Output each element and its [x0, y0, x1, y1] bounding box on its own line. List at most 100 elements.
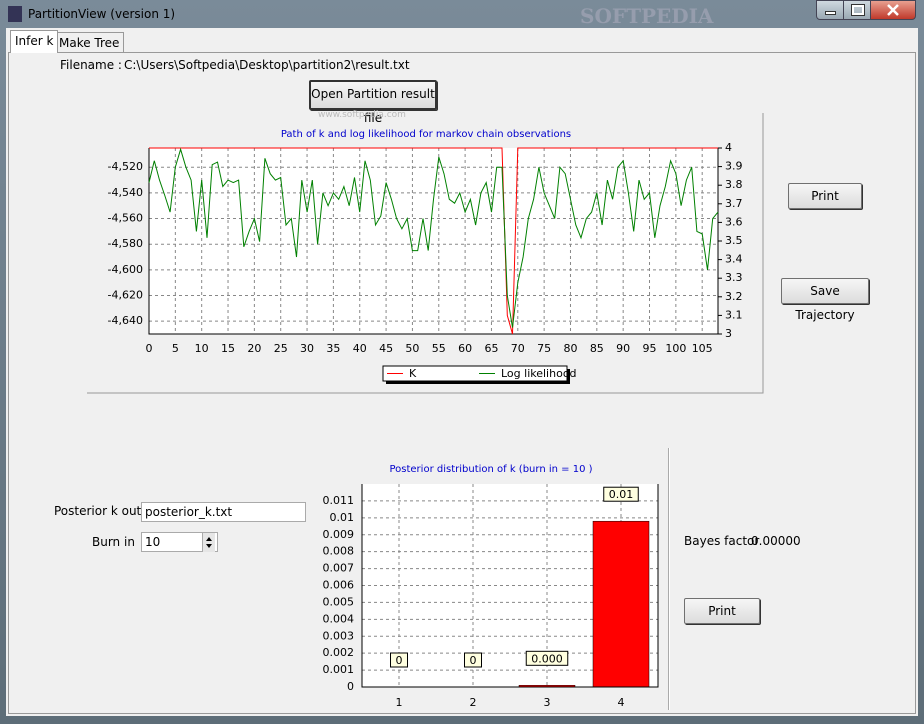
- x-tick-label: 0: [146, 342, 153, 355]
- x-tick-label: 95: [643, 342, 657, 355]
- value-label-box: [390, 652, 408, 668]
- x-tick-label: 55: [432, 342, 446, 355]
- y-tick-label: -4,600: [108, 263, 143, 276]
- site-watermark: www.softpedia.com: [318, 110, 406, 120]
- legend-label: K: [409, 367, 417, 380]
- y2-tick-label: 3.6: [725, 215, 743, 228]
- print-button[interactable]: Print: [788, 183, 862, 209]
- value-label-box: [464, 652, 482, 668]
- value-label: 0.01: [609, 488, 634, 501]
- y2-tick-label: 3.1: [725, 308, 743, 321]
- y2-tick-label: 3.4: [725, 253, 743, 266]
- chart-title: Path of k and log likelihood for markov …: [281, 129, 571, 140]
- bayes-label: Bayes factor: [684, 534, 760, 548]
- x-tick-label: 100: [665, 342, 686, 355]
- x-tick-label: 85: [590, 342, 604, 355]
- close-button[interactable]: [870, 0, 916, 20]
- y-tick-label: 0.011: [323, 494, 355, 507]
- y-tick-label: 0.007: [323, 562, 355, 575]
- x-tick-label: 3: [544, 696, 551, 709]
- x-tick-label: 45: [379, 342, 393, 355]
- value-label: 0: [396, 654, 403, 667]
- outfile-input[interactable]: posterior_k.txt: [141, 502, 306, 522]
- filename-value: C:\Users\Softpedia\Desktop\partition2\re…: [124, 58, 410, 72]
- x-tick-label: 4: [618, 696, 625, 709]
- close-icon: [887, 4, 899, 16]
- filename-label: Filename :: [60, 58, 122, 72]
- chart-frame: [87, 113, 764, 394]
- minimize-button[interactable]: [816, 0, 844, 20]
- tab[interactable]: Make Tree: [54, 32, 125, 53]
- bar: [592, 520, 650, 688]
- value-label-box: [603, 486, 639, 502]
- x-tick-label: 25: [274, 342, 288, 355]
- x-tick-label: 40: [353, 342, 367, 355]
- x-tick-label: 35: [326, 342, 340, 355]
- y-tick-label: 0.005: [323, 595, 355, 608]
- legend: [382, 365, 568, 382]
- y-tick-label: -4,540: [108, 186, 143, 199]
- x-tick-label: 90: [616, 342, 630, 355]
- y-tick-label: 0: [347, 680, 354, 693]
- y-tick-label: 0.002: [323, 646, 355, 659]
- outfile-label: Posterior k outfile: [54, 504, 160, 518]
- y-tick-label: -4,640: [108, 314, 143, 327]
- axis: [361, 484, 659, 688]
- posterior-chart: Posterior distribution of k (burn in = 1…: [323, 464, 659, 709]
- x-tick-label: 50: [405, 342, 419, 355]
- y2-tick-label: 3.9: [725, 160, 743, 173]
- x-tick-label: 2: [470, 696, 477, 709]
- x-tick-label: 65: [484, 342, 498, 355]
- y-tick-label: 0.001: [323, 663, 355, 676]
- axis: [148, 148, 719, 335]
- y-tick-label: -4,520: [108, 160, 143, 173]
- y-tick-label: 0.008: [323, 545, 355, 558]
- y-tick-label: 0.004: [323, 612, 355, 625]
- series-line: [149, 147, 718, 335]
- maximize-button[interactable]: [843, 0, 871, 20]
- y2-tick-label: 3.3: [725, 271, 743, 284]
- value-label: 0.000: [531, 652, 563, 665]
- x-tick-label: 30: [300, 342, 314, 355]
- x-tick-label: 20: [247, 342, 261, 355]
- y-tick-label: -4,620: [108, 289, 143, 302]
- y2-tick-label: 3.5: [725, 234, 743, 247]
- spinner[interactable]: [202, 533, 215, 552]
- y-tick-label: 0.006: [323, 579, 355, 592]
- y-tick-label: 0.009: [323, 528, 355, 541]
- burn-in-input[interactable]: 10: [141, 532, 218, 552]
- y-tick-label: 0.01: [330, 511, 355, 524]
- title-watermark: SOFTPEDIA: [580, 4, 714, 28]
- open-button[interactable]: Open Partition result file: [309, 80, 437, 125]
- y2-tick-label: 4: [725, 141, 732, 154]
- spinner-arrows: [206, 537, 212, 548]
- separator: [668, 448, 670, 710]
- y2-tick-label: 3.7: [725, 197, 743, 210]
- value-label-box: [525, 650, 569, 666]
- series-line: [148, 147, 719, 328]
- chart-title: Posterior distribution of k (burn in = 1…: [389, 464, 592, 475]
- burn-in-label: Burn in: [92, 535, 135, 549]
- x-tick-label: 105: [692, 342, 713, 355]
- legend-label: Log likelihood: [501, 367, 577, 380]
- x-tick-label: 1: [396, 696, 403, 709]
- x-tick-label: 10: [195, 342, 209, 355]
- tab[interactable]: Infer k: [10, 30, 59, 53]
- x-tick-label: 60: [458, 342, 472, 355]
- app-icon: [8, 6, 22, 22]
- x-tick-label: 5: [172, 342, 179, 355]
- bayes-value: 0.00000: [751, 534, 801, 548]
- value-label: 0: [470, 654, 477, 667]
- x-tick-label: 75: [537, 342, 551, 355]
- y-tick-label: -4,580: [108, 237, 143, 250]
- print-button[interactable]: Print: [684, 598, 760, 624]
- window-title: PartitionView (version 1): [28, 7, 176, 21]
- y-tick-label: -4,560: [108, 212, 143, 225]
- save-trajectory-button[interactable]: Save Trajectory: [781, 278, 869, 322]
- y2-tick-label: 3: [725, 327, 732, 340]
- x-tick-label: 80: [563, 342, 577, 355]
- y-tick-label: 0.003: [323, 629, 355, 642]
- x-tick-label: 70: [511, 342, 525, 355]
- plot-area: [149, 148, 718, 334]
